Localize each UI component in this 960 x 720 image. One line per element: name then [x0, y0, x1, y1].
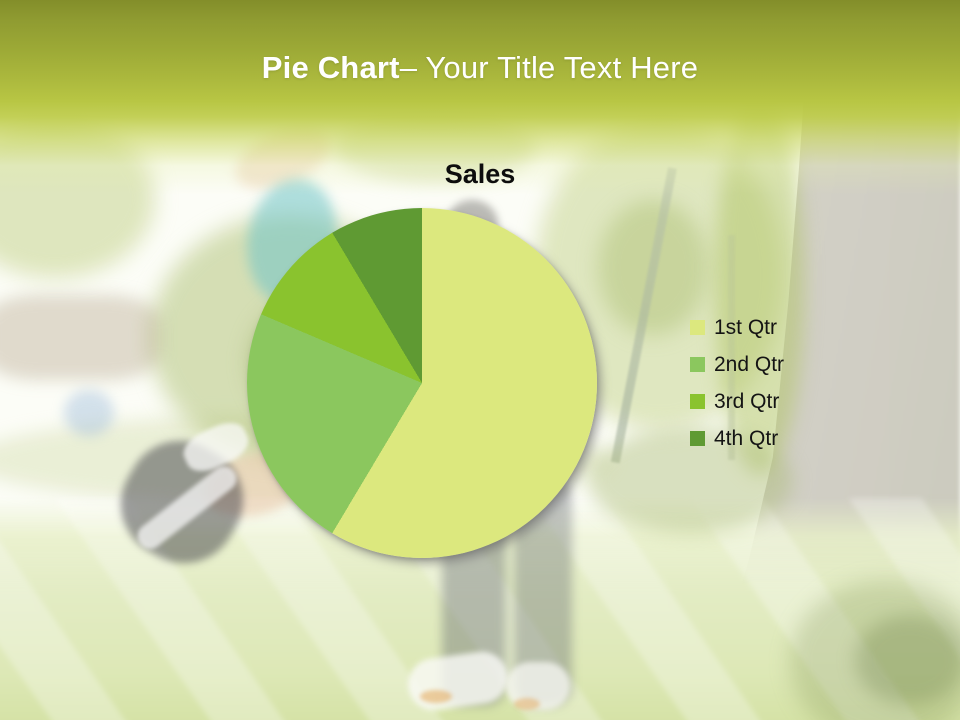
- man-shoe-accent: [420, 690, 452, 703]
- legend-item: 4th Qtr: [690, 428, 784, 449]
- house-roof: [0, 295, 160, 380]
- distant-figure: [64, 390, 114, 436]
- slide-title-rest: – Your Title Text Here: [399, 50, 699, 85]
- legend-item: 3rd Qtr: [690, 391, 784, 412]
- trunk-foliage-dark: [855, 615, 960, 705]
- chart-legend: 1st Qtr 2nd Qtr 3rd Qtr 4th Qtr: [690, 317, 784, 465]
- legend-swatch-icon: [690, 431, 705, 446]
- legend-label: 3rd Qtr: [714, 390, 780, 413]
- trunk-foliage: [790, 580, 960, 720]
- legend-item: 1st Qtr: [690, 317, 784, 338]
- legend-label: 1st Qtr: [714, 316, 778, 339]
- legend-swatch-icon: [690, 357, 705, 372]
- legend-label: 2nd Qtr: [714, 353, 785, 376]
- legend-label: 4th Qtr: [714, 427, 779, 450]
- chart-title: Sales: [444, 159, 516, 189]
- man-right-shoe: [506, 662, 570, 710]
- legend-item: 2nd Qtr: [690, 354, 784, 375]
- legend-swatch-icon: [690, 394, 705, 409]
- title-banner: [0, 0, 960, 195]
- pie-graphic: [247, 208, 597, 558]
- slide-title: Pie Chart– Your Title Text Here: [0, 50, 960, 86]
- slide-title-emphasis: Pie Chart: [261, 50, 400, 85]
- legend-swatch-icon: [690, 320, 705, 335]
- man-shoe-accent-2: [514, 698, 540, 710]
